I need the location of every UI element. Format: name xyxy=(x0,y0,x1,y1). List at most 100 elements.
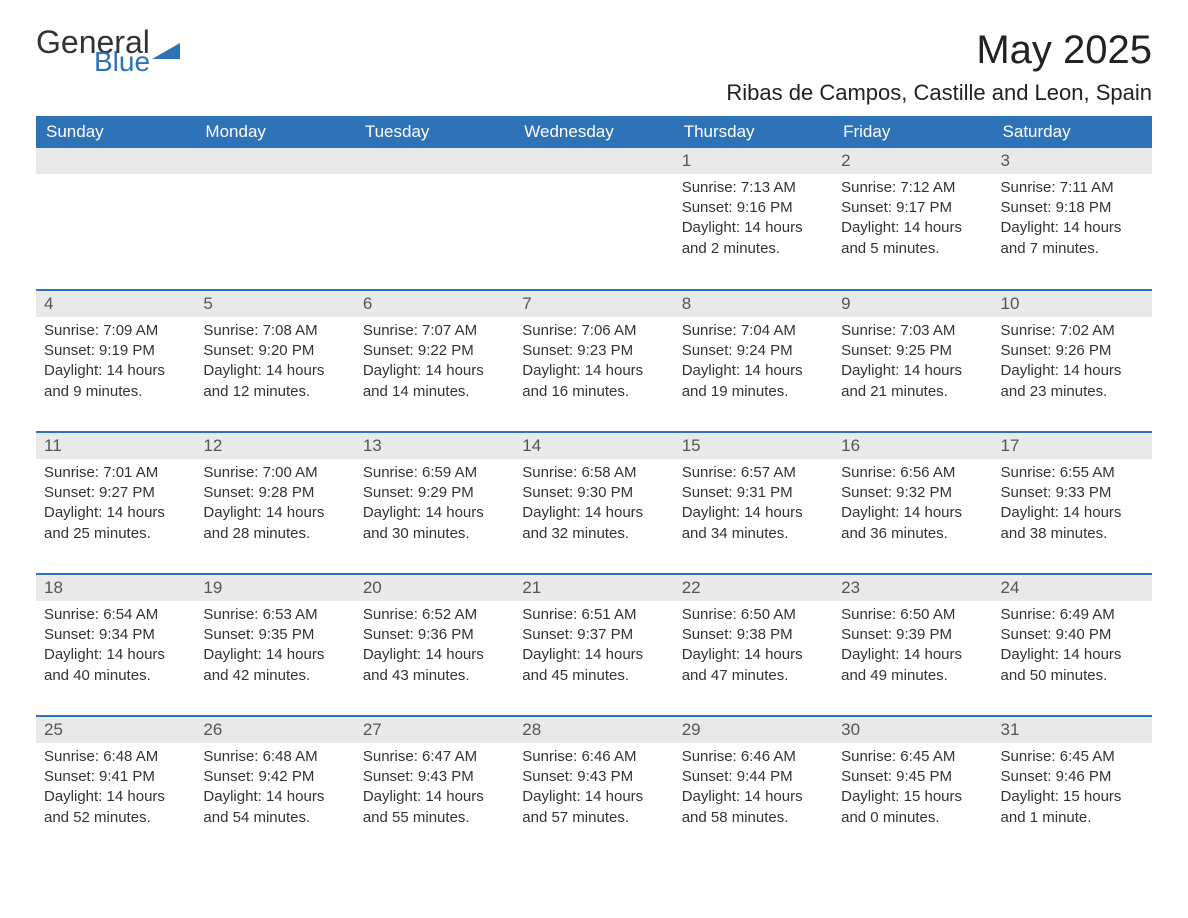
sunset-text: Sunset: 9:24 PM xyxy=(682,341,825,361)
calendar-cell: 28 Sunrise: 6:46 AMSunset: 9:43 PMDayligh… xyxy=(514,716,673,858)
day-content: Sunrise: 7:06 AMSunset: 9:23 PMDaylight:… xyxy=(514,317,673,412)
calendar-body: 1Sunrise: 7:13 AMSunset: 9:16 PMDaylight… xyxy=(36,148,1152,858)
daylight-text: Daylight: 14 hours and 57 minutes. xyxy=(522,787,665,828)
day-number: 28 xyxy=(514,717,673,743)
sunset-text: Sunset: 9:27 PM xyxy=(44,483,187,503)
sunrise-text: Sunrise: 6:52 AM xyxy=(363,605,506,625)
sunset-text: Sunset: 9:35 PM xyxy=(203,625,346,645)
calendar-cell: 29Sunrise: 6:46 AMSunset: 9:44 PMDayligh… xyxy=(674,716,833,858)
day-number: 5 xyxy=(195,291,354,317)
day-number: 20 xyxy=(355,575,514,601)
day-number: 11 xyxy=(36,433,195,459)
sunset-text: Sunset: 9:34 PM xyxy=(44,625,187,645)
day-content: Sunrise: 7:01 AMSunset: 9:27 PMDaylight:… xyxy=(36,459,195,554)
day-content: Sunrise: 7:04 AMSunset: 9:24 PMDaylight:… xyxy=(674,317,833,412)
daylight-text: Daylight: 14 hours and 42 minutes. xyxy=(203,645,346,686)
sunrise-text: Sunrise: 6:49 AM xyxy=(1001,605,1144,625)
weekday-header: Thursday xyxy=(674,116,833,148)
daylight-text: Daylight: 15 hours and 1 minute. xyxy=(1001,787,1144,828)
day-content: Sunrise: 6:47 AMSunset: 9:43 PMDaylight:… xyxy=(355,743,514,838)
sunrise-text: Sunrise: 7:09 AM xyxy=(44,321,187,341)
calendar-cell: 4Sunrise: 7:09 AMSunset: 9:19 PMDaylight… xyxy=(36,290,195,432)
day-content: Sunrise: 7:09 AMSunset: 9:19 PMDaylight:… xyxy=(36,317,195,412)
sunset-text: Sunset: 9:45 PM xyxy=(841,767,984,787)
day-number: 6 xyxy=(355,291,514,317)
day-content: Sunrise: 6:49 AMSunset: 9:40 PMDaylight:… xyxy=(993,601,1152,696)
sunrise-text: Sunrise: 7:11 AM xyxy=(1001,178,1144,198)
sunset-text: Sunset: 9:41 PM xyxy=(44,767,187,787)
day-content: Sunrise: 6:48 AMSunset: 9:42 PMDaylight:… xyxy=(195,743,354,838)
calendar-cell: 22Sunrise: 6:50 AMSunset: 9:38 PMDayligh… xyxy=(674,574,833,716)
day-number: 30 xyxy=(833,717,992,743)
calendar-cell: 21Sunrise: 6:51 AMSunset: 9:37 PMDayligh… xyxy=(514,574,673,716)
sunset-text: Sunset: 9:22 PM xyxy=(363,341,506,361)
day-number: 2 xyxy=(833,148,992,174)
day-number: 8 xyxy=(674,291,833,317)
sunrise-text: Sunrise: 7:00 AM xyxy=(203,463,346,483)
calendar-cell: 1Sunrise: 7:13 AMSunset: 9:16 PMDaylight… xyxy=(674,148,833,290)
sunrise-text: Sunrise: 6:46 AM xyxy=(522,747,665,767)
calendar-cell xyxy=(514,148,673,290)
daylight-text: Daylight: 14 hours and 36 minutes. xyxy=(841,503,984,544)
daylight-text: Daylight: 14 hours and 52 minutes. xyxy=(44,787,187,828)
calendar-cell: 3Sunrise: 7:11 AMSunset: 9:18 PMDaylight… xyxy=(993,148,1152,290)
sunset-text: Sunset: 9:40 PM xyxy=(1001,625,1144,645)
day-content: Sunrise: 7:02 AMSunset: 9:26 PMDaylight:… xyxy=(993,317,1152,412)
day-content: Sunrise: 7:00 AMSunset: 9:28 PMDaylight:… xyxy=(195,459,354,554)
day-number: 1 xyxy=(674,148,833,174)
daylight-text: Daylight: 14 hours and 45 minutes. xyxy=(522,645,665,686)
calendar-cell xyxy=(36,148,195,290)
day-content: Sunrise: 6:52 AMSunset: 9:36 PMDaylight:… xyxy=(355,601,514,696)
sunrise-text: Sunrise: 6:45 AM xyxy=(841,747,984,767)
day-content: Sunrise: 6:59 AMSunset: 9:29 PMDaylight:… xyxy=(355,459,514,554)
sunrise-text: Sunrise: 6:55 AM xyxy=(1001,463,1144,483)
day-number: 17 xyxy=(993,433,1152,459)
calendar-cell: 18Sunrise: 6:54 AMSunset: 9:34 PMDayligh… xyxy=(36,574,195,716)
sunrise-text: Sunrise: 7:03 AM xyxy=(841,321,984,341)
daylight-text: Daylight: 14 hours and 58 minutes. xyxy=(682,787,825,828)
day-content: Sunrise: 7:07 AMSunset: 9:22 PMDaylight:… xyxy=(355,317,514,412)
sunrise-text: Sunrise: 7:06 AM xyxy=(522,321,665,341)
weekday-header: Saturday xyxy=(993,116,1152,148)
sunrise-text: Sunrise: 6:46 AM xyxy=(682,747,825,767)
day-content: Sunrise: 6:50 AMSunset: 9:39 PMDaylight:… xyxy=(833,601,992,696)
sunset-text: Sunset: 9:43 PM xyxy=(522,767,665,787)
day-number: 15 xyxy=(674,433,833,459)
calendar-cell xyxy=(355,148,514,290)
day-number: 24 xyxy=(993,575,1152,601)
sunrise-text: Sunrise: 6:45 AM xyxy=(1001,747,1144,767)
sunset-text: Sunset: 9:38 PM xyxy=(682,625,825,645)
day-content: Sunrise: 7:13 AMSunset: 9:16 PMDaylight:… xyxy=(674,174,833,269)
calendar-cell: 14Sunrise: 6:58 AMSunset: 9:30 PMDayligh… xyxy=(514,432,673,574)
daylight-text: Daylight: 14 hours and 30 minutes. xyxy=(363,503,506,544)
calendar-cell: 26Sunrise: 6:48 AMSunset: 9:42 PMDayligh… xyxy=(195,716,354,858)
calendar-cell: 6Sunrise: 7:07 AMSunset: 9:22 PMDaylight… xyxy=(355,290,514,432)
calendar-cell: 19Sunrise: 6:53 AMSunset: 9:35 PMDayligh… xyxy=(195,574,354,716)
day-number: 29 xyxy=(674,717,833,743)
sunset-text: Sunset: 9:30 PM xyxy=(522,483,665,503)
sunrise-text: Sunrise: 7:08 AM xyxy=(203,321,346,341)
sunrise-text: Sunrise: 6:50 AM xyxy=(841,605,984,625)
day-number: 27 xyxy=(355,717,514,743)
calendar-cell: 30Sunrise: 6:45 AMSunset: 9:45 PMDayligh… xyxy=(833,716,992,858)
day-number: 7 xyxy=(514,291,673,317)
weekday-header: Monday xyxy=(195,116,354,148)
calendar-cell xyxy=(195,148,354,290)
weekday-header: Sunday xyxy=(36,116,195,148)
page-title: May 2025 xyxy=(976,28,1152,73)
weekday-header: Friday xyxy=(833,116,992,148)
day-number: 26 xyxy=(195,717,354,743)
sunrise-text: Sunrise: 7:02 AM xyxy=(1001,321,1144,341)
daylight-text: Daylight: 14 hours and 47 minutes. xyxy=(682,645,825,686)
sunset-text: Sunset: 9:28 PM xyxy=(203,483,346,503)
daylight-text: Daylight: 14 hours and 5 minutes. xyxy=(841,218,984,259)
sunset-text: Sunset: 9:46 PM xyxy=(1001,767,1144,787)
sunrise-text: Sunrise: 6:48 AM xyxy=(44,747,187,767)
calendar-cell: 7Sunrise: 7:06 AMSunset: 9:23 PMDaylight… xyxy=(514,290,673,432)
sunrise-text: Sunrise: 6:51 AM xyxy=(522,605,665,625)
sunrise-text: Sunrise: 6:50 AM xyxy=(682,605,825,625)
sunset-text: Sunset: 9:19 PM xyxy=(44,341,187,361)
calendar-cell: 23Sunrise: 6:50 AMSunset: 9:39 PMDayligh… xyxy=(833,574,992,716)
day-number xyxy=(514,148,673,174)
sunrise-text: Sunrise: 6:59 AM xyxy=(363,463,506,483)
